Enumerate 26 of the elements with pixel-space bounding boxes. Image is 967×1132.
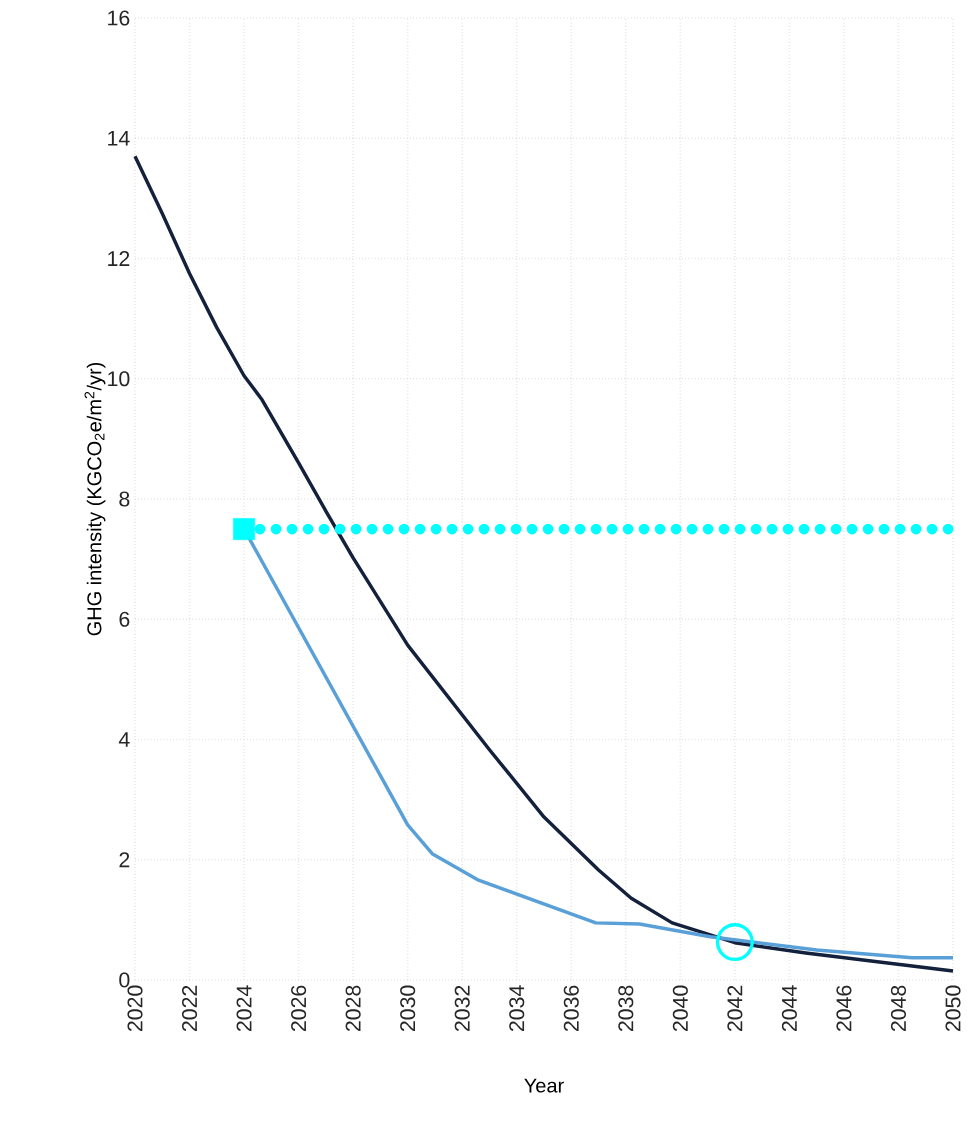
y-tick-label: 10 [108,371,130,387]
y-tick-label: 16 [108,10,130,26]
y-tick-label: 6 [119,611,130,627]
line-series [133,154,955,973]
x-tick-label: 2050 [945,985,961,1032]
x-tick-label: 2048 [890,985,907,1032]
x-axis-title: Year [524,1078,564,1093]
x-tick-label: 2042 [727,985,743,1032]
y-axis-title: GHG intensity (KGCO$_{2}$e/m$^{2}$/yr) [84,362,106,636]
x-tick-label: 2026 [291,985,307,1032]
y-tick-label: 12 [108,251,130,266]
x-tick-label: 2040 [672,985,688,1032]
y-tick-label: 2 [119,852,130,868]
x-tick-label: 2034 [509,985,525,1032]
x-tick-label: 2038 [618,985,634,1032]
y-tick-label: 4 [118,732,130,747]
y-tick-label: 14 [108,130,130,146]
y-tick-label: 8 [119,491,130,507]
x-tick-label: 2044 [781,985,797,1032]
x-tick-label: 2024 [236,985,252,1032]
x-tick-label: 2046 [836,985,852,1032]
x-tick-label: 2028 [345,985,361,1032]
x-tick-label: 2022 [181,985,198,1032]
x-tick-label: 2036 [563,985,579,1032]
x-tick-label: 2032 [454,985,470,1032]
x-tick-label: 2030 [400,985,416,1032]
